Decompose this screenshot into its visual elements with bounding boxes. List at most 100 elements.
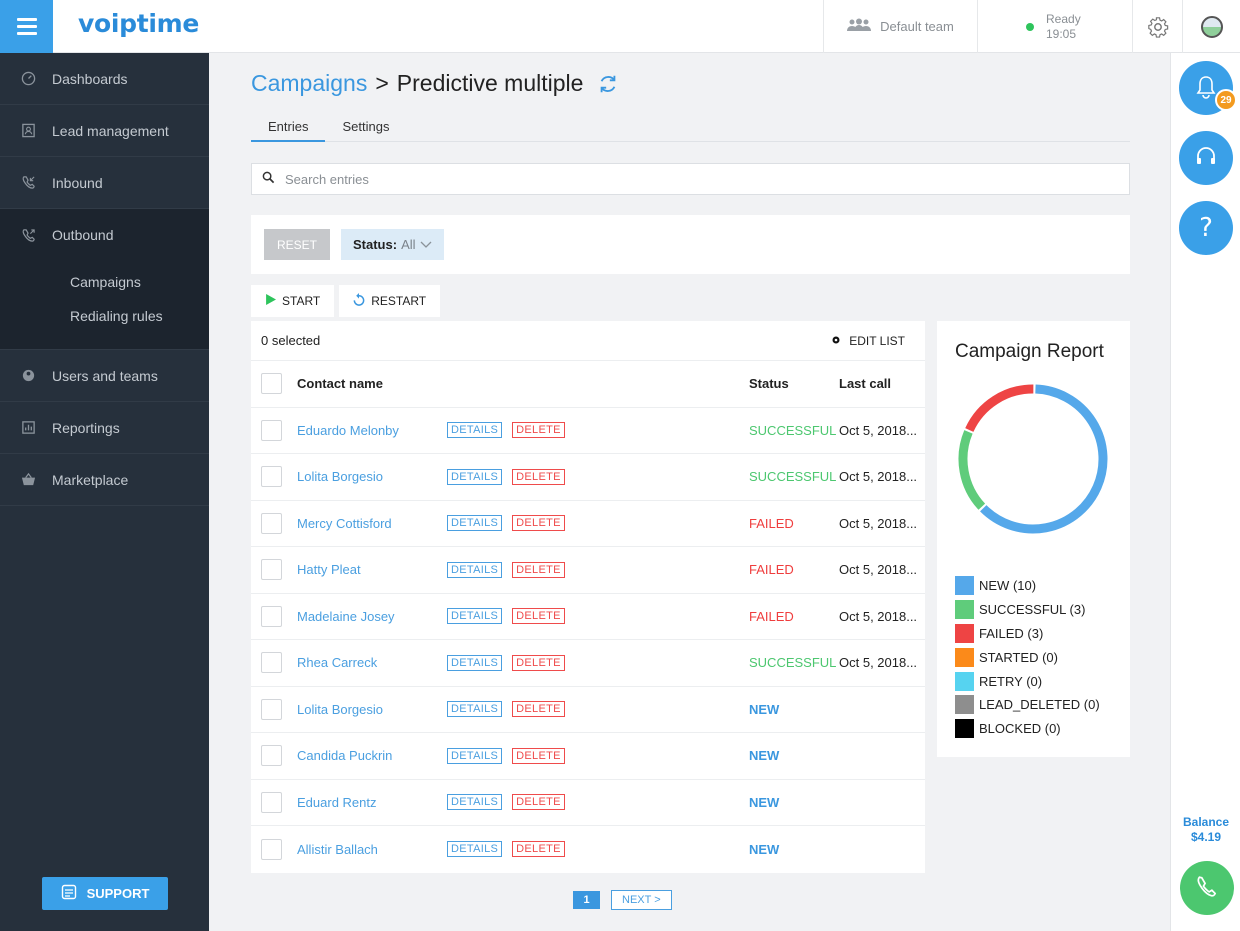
contact-name-link[interactable]: Candida Puckrin (297, 748, 393, 764)
refresh-icon[interactable] (597, 73, 619, 95)
row-checkbox[interactable] (261, 745, 282, 767)
delete-button[interactable]: DELETE (512, 422, 565, 439)
row-checkbox[interactable] (261, 652, 282, 674)
contact-name-link[interactable]: Hatty Pleat (297, 562, 361, 578)
contact-name-link[interactable]: Eduard Rentz (297, 794, 377, 810)
search-input[interactable] (285, 171, 1085, 187)
status-filter-dropdown[interactable]: Status: All (341, 229, 444, 260)
help-button[interactable]: ? (1179, 201, 1233, 255)
details-button[interactable]: DETAILS (447, 468, 503, 485)
sidebar-item-inbound[interactable]: Inbound (0, 157, 209, 209)
last-call-value: Oct 5, 2018... (839, 655, 918, 671)
hamburger-menu-button[interactable] (0, 0, 53, 53)
column-header-status[interactable]: Status (749, 376, 789, 392)
legend-label: RETRY (0) (979, 673, 1043, 689)
sidebar-item-label: Users and teams (52, 367, 158, 384)
details-button[interactable]: DETAILS (447, 515, 503, 532)
team-label: Default team (880, 19, 954, 34)
sidebar-item-lead-management[interactable]: Lead management (0, 105, 209, 157)
contact-name-link[interactable]: Madelaine Josey (297, 608, 395, 624)
chart-title: Campaign Report (955, 341, 1104, 362)
tab-bar: Entries Settings (251, 116, 1130, 142)
filter-bar: RESET Status: All (251, 215, 1130, 274)
reset-button[interactable]: RESET (264, 229, 330, 260)
delete-button[interactable]: DELETE (512, 468, 565, 485)
search-bar (251, 163, 1130, 195)
row-actions: DETAILS DELETE (447, 654, 565, 671)
donut-slice-failed (965, 384, 1034, 432)
row-checkbox[interactable] (261, 419, 282, 441)
delete-button[interactable]: DELETE (512, 794, 565, 811)
sidebar-item-users-and-teams[interactable]: Users and teams (0, 350, 209, 402)
details-button[interactable]: DETAILS (447, 561, 503, 578)
tab-settings[interactable]: Settings (342, 119, 390, 134)
details-button[interactable]: DETAILS (447, 794, 503, 811)
edit-list-button[interactable]: EDIT LIST (831, 334, 905, 348)
details-button[interactable]: DETAILS (447, 654, 503, 671)
status-value: NEW (749, 748, 780, 764)
row-checkbox[interactable] (261, 838, 282, 860)
row-checkbox[interactable] (261, 512, 282, 534)
delete-button[interactable]: DELETE (512, 654, 565, 671)
bell-icon (1195, 75, 1217, 102)
last-call-value: Oct 5, 2018... (839, 608, 918, 624)
sidebar-item-marketplace[interactable]: Marketplace (0, 454, 209, 506)
start-button[interactable]: START (251, 285, 335, 317)
restart-icon (353, 293, 365, 309)
delete-button[interactable]: DELETE (512, 701, 565, 718)
page-number-current[interactable]: 1 (573, 891, 600, 909)
contact-name-link[interactable]: Lolita Borgesio (297, 701, 383, 717)
row-checkbox[interactable] (261, 791, 282, 813)
column-header-last-call[interactable]: Last call (839, 376, 892, 392)
support-button[interactable]: SUPPORT (42, 877, 168, 910)
settings-gear-icon[interactable] (1133, 0, 1183, 53)
delete-button[interactable]: DELETE (512, 561, 565, 578)
details-button[interactable]: DETAILS (447, 747, 503, 764)
team-selector[interactable]: Default team (823, 0, 978, 53)
select-all-checkbox[interactable] (261, 373, 282, 395)
delete-button[interactable]: DELETE (512, 515, 565, 532)
row-checkbox[interactable] (261, 559, 282, 581)
breadcrumb-campaigns-link[interactable]: Campaigns (251, 70, 368, 96)
edit-list-label: EDIT LIST (849, 333, 905, 348)
row-checkbox[interactable] (261, 605, 282, 627)
row-checkbox[interactable] (261, 466, 282, 488)
status-value: FAILED (749, 608, 794, 624)
delete-button[interactable]: DELETE (512, 841, 565, 858)
sidebar-subitem-campaigns[interactable]: Campaigns (70, 274, 141, 290)
details-button[interactable]: DETAILS (447, 841, 503, 858)
delete-button[interactable]: DELETE (512, 608, 565, 625)
row-checkbox[interactable] (261, 698, 282, 720)
table-row: Mercy Cottisford DETAILS DELETE FAILED Oct 5… (251, 501, 925, 547)
headset-support-button[interactable] (1179, 131, 1233, 185)
contact-name-link[interactable]: Mercy Cottisford (297, 515, 392, 531)
table-row: Lolita Borgesio DETAILS DELETE SUCCESSFUL Oc… (251, 454, 925, 501)
contact-name-link[interactable]: Lolita Borgesio (297, 469, 383, 485)
app-logo: voiptime (78, 9, 200, 38)
phone-icon (1194, 874, 1220, 903)
next-page-button[interactable]: NEXT > (611, 890, 672, 910)
details-button[interactable]: DETAILS (447, 608, 503, 625)
call-button[interactable] (1180, 861, 1234, 915)
notifications-button[interactable]: 29 (1179, 61, 1237, 115)
sidebar-item-reportings[interactable]: Reportings (0, 402, 209, 454)
delete-button[interactable]: DELETE (512, 747, 565, 764)
contact-name-link[interactable]: Eduardo Melonby (297, 422, 399, 438)
user-avatar[interactable] (1183, 0, 1240, 53)
column-header-contact-name[interactable]: Contact name (297, 376, 383, 392)
details-button[interactable]: DETAILS (447, 701, 503, 718)
hamburger-line (16, 25, 37, 28)
sidebar-item-dashboards[interactable]: Dashboards (0, 53, 209, 105)
report-icon (20, 420, 36, 436)
agent-status[interactable]: Ready 19:05 (978, 0, 1133, 53)
contact-name-link[interactable]: Rhea Carreck (297, 655, 378, 671)
tab-entries[interactable]: Entries (251, 116, 326, 142)
sidebar-subitem-redialing-rules[interactable]: Redialing rules (70, 308, 163, 324)
restart-button[interactable]: RESTART (339, 285, 441, 317)
contact-name-link[interactable]: Allistir Ballach (297, 841, 378, 857)
team-icon (847, 18, 872, 35)
hamburger-line (16, 32, 37, 35)
sidebar-item-outbound[interactable]: Outbound (0, 209, 209, 261)
details-button[interactable]: DETAILS (447, 422, 503, 439)
status-value: NEW (749, 841, 780, 857)
